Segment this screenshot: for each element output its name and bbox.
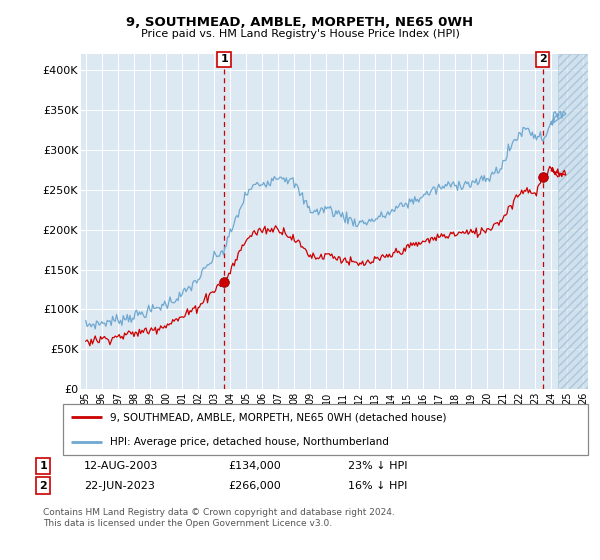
Text: 9, SOUTHMEAD, AMBLE, MORPETH, NE65 0WH (detached house): 9, SOUTHMEAD, AMBLE, MORPETH, NE65 0WH (… — [110, 412, 447, 422]
Text: 9, SOUTHMEAD, AMBLE, MORPETH, NE65 0WH: 9, SOUTHMEAD, AMBLE, MORPETH, NE65 0WH — [127, 16, 473, 29]
Text: 22-JUN-2023: 22-JUN-2023 — [84, 480, 155, 491]
Text: 2: 2 — [539, 54, 547, 64]
Text: Price paid vs. HM Land Registry's House Price Index (HPI): Price paid vs. HM Land Registry's House … — [140, 29, 460, 39]
Bar — [557, 54, 600, 389]
Bar — [557, 54, 600, 389]
Text: 16% ↓ HPI: 16% ↓ HPI — [348, 480, 407, 491]
Text: 1: 1 — [40, 461, 47, 471]
Text: 23% ↓ HPI: 23% ↓ HPI — [348, 461, 407, 471]
Text: Contains HM Land Registry data © Crown copyright and database right 2024.
This d: Contains HM Land Registry data © Crown c… — [43, 508, 395, 528]
Text: £266,000: £266,000 — [228, 480, 281, 491]
Text: HPI: Average price, detached house, Northumberland: HPI: Average price, detached house, Nort… — [110, 437, 389, 447]
Text: £134,000: £134,000 — [228, 461, 281, 471]
Text: 1: 1 — [220, 54, 228, 64]
FancyBboxPatch shape — [63, 404, 588, 455]
Text: 12-AUG-2003: 12-AUG-2003 — [84, 461, 158, 471]
Text: 2: 2 — [40, 480, 47, 491]
